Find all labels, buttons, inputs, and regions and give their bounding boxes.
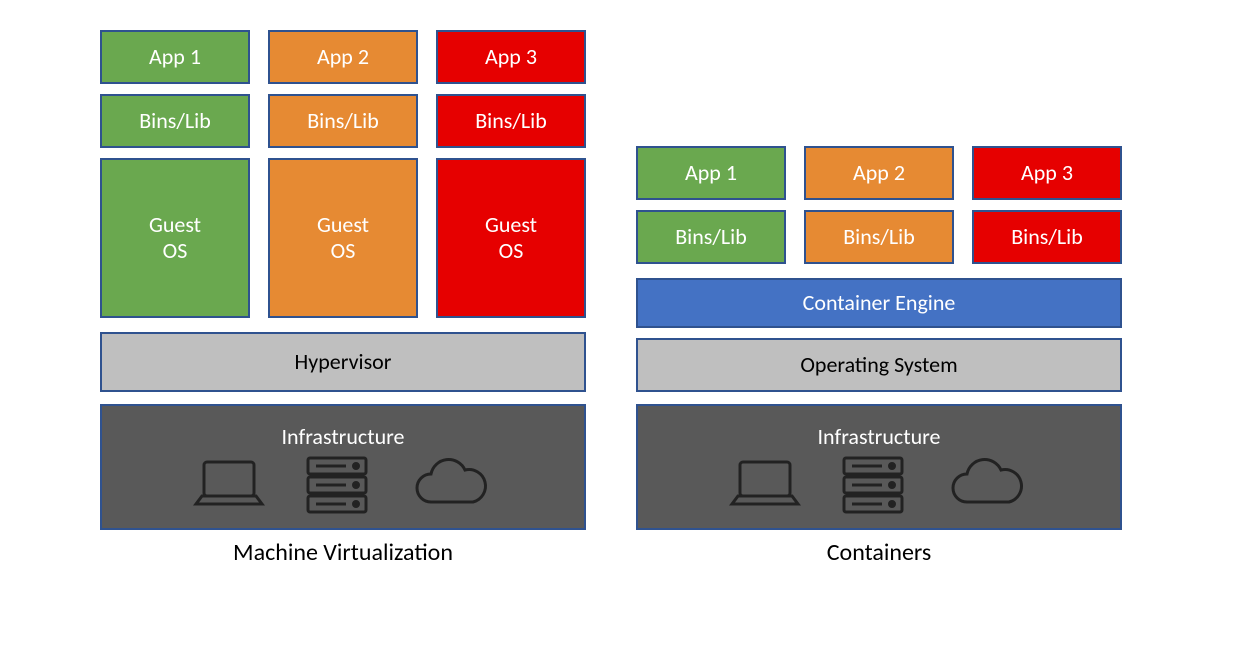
ct-column: App 3 Bins/Lib — [972, 146, 1122, 264]
ct-infra: Infrastructure — [636, 404, 1122, 530]
ct-columns: App 1 Bins/Lib App 2 Bins/Lib App 3 Bins/Lib — [636, 146, 1122, 264]
ct-engine-label: Container Engine — [803, 290, 956, 316]
ct-os-label: Operating System — [800, 352, 957, 378]
ct-app-box: App 3 — [972, 146, 1122, 200]
mv-bins-box: Bins/Lib — [268, 94, 418, 148]
ct-column: App 2 Bins/Lib — [804, 146, 954, 264]
mv-guest-os-box: Guest OS — [100, 158, 250, 318]
cloud-icon — [942, 456, 1032, 514]
cloud-icon — [406, 456, 496, 514]
ct-bins-box: Bins/Lib — [804, 210, 954, 264]
ct-app-box: App 2 — [804, 146, 954, 200]
mv-infra: Infrastructure — [100, 404, 586, 530]
server-icon — [298, 454, 376, 516]
mv-column: App 3 Bins/Lib Guest OS — [436, 30, 586, 318]
mv-caption: Machine Virtualization — [233, 538, 453, 567]
ct-bins-box: Bins/Lib — [636, 210, 786, 264]
mv-infra-label: Infrastructure — [282, 424, 405, 450]
ct-engine: Container Engine — [636, 278, 1122, 328]
laptop-icon — [190, 456, 268, 514]
ct-app-box: App 1 — [636, 146, 786, 200]
ct-infra-icons — [726, 454, 1032, 516]
diagram-wrap: App 1 Bins/Lib Guest OS App 2 Bins/Lib Guest … — [0, 0, 1238, 587]
mv-guest-os-box: Guest OS — [436, 158, 586, 318]
mv-stack: App 1 Bins/Lib Guest OS App 2 Bins/Lib Guest … — [100, 30, 586, 567]
ct-infra-label: Infrastructure — [818, 424, 941, 450]
ct-column: App 1 Bins/Lib — [636, 146, 786, 264]
mv-app-box: App 3 — [436, 30, 586, 84]
mv-hypervisor: Hypervisor — [100, 332, 586, 392]
ct-stack: App 1Bins/LibApp 2Bins/LibApp 3Bins/Lib … — [636, 146, 1122, 567]
ct-caption: Containers — [827, 538, 931, 567]
mv-app-box: App 2 — [268, 30, 418, 84]
mv-column: App 1 Bins/Lib Guest OS — [100, 30, 250, 318]
mv-infra-icons — [190, 454, 496, 516]
mv-columns: App 1 Bins/Lib Guest OS App 2 Bins/Lib Guest … — [100, 30, 586, 318]
mv-column: App 2 Bins/Lib Guest OS — [268, 30, 418, 318]
ct-os-layer: Operating System — [636, 338, 1122, 392]
mv-bins-box: Bins/Lib — [436, 94, 586, 148]
mv-guest-os-box: Guest OS — [268, 158, 418, 318]
laptop-icon — [726, 456, 804, 514]
mv-hypervisor-label: Hypervisor — [295, 349, 392, 375]
mv-app-box: App 1 — [100, 30, 250, 84]
server-icon — [834, 454, 912, 516]
ct-bins-box: Bins/Lib — [972, 210, 1122, 264]
mv-bins-box: Bins/Lib — [100, 94, 250, 148]
